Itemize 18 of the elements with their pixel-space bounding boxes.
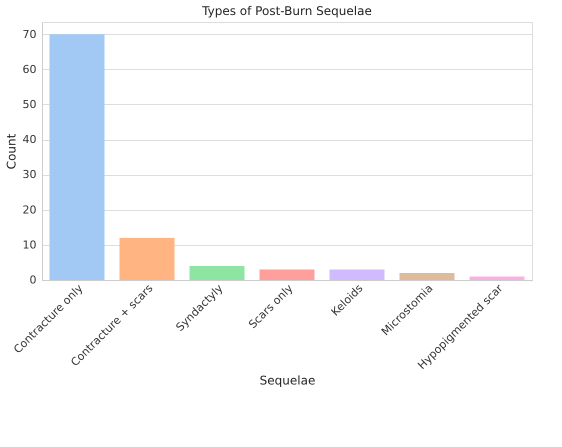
bar	[50, 34, 104, 280]
y-tick-label: 60	[22, 62, 36, 76]
y-tick-label: 10	[22, 238, 36, 252]
chart-title: Types of Post-Burn Sequelae	[201, 4, 372, 18]
bar	[330, 269, 384, 280]
bar	[120, 238, 174, 280]
y-tick-label: 20	[22, 203, 36, 216]
bar	[470, 276, 524, 280]
y-tick-label: 70	[22, 28, 36, 41]
y-tick-label: 30	[22, 168, 36, 182]
bar	[400, 272, 454, 280]
bar	[190, 266, 244, 280]
y-tick-label: 40	[22, 133, 36, 146]
y-tick-label: 0	[30, 274, 36, 286]
y-axis-title: Count	[4, 133, 19, 170]
bar	[260, 269, 314, 280]
x-axis-title: Sequelae	[260, 373, 316, 388]
y-tick-label: 50	[22, 98, 36, 111]
